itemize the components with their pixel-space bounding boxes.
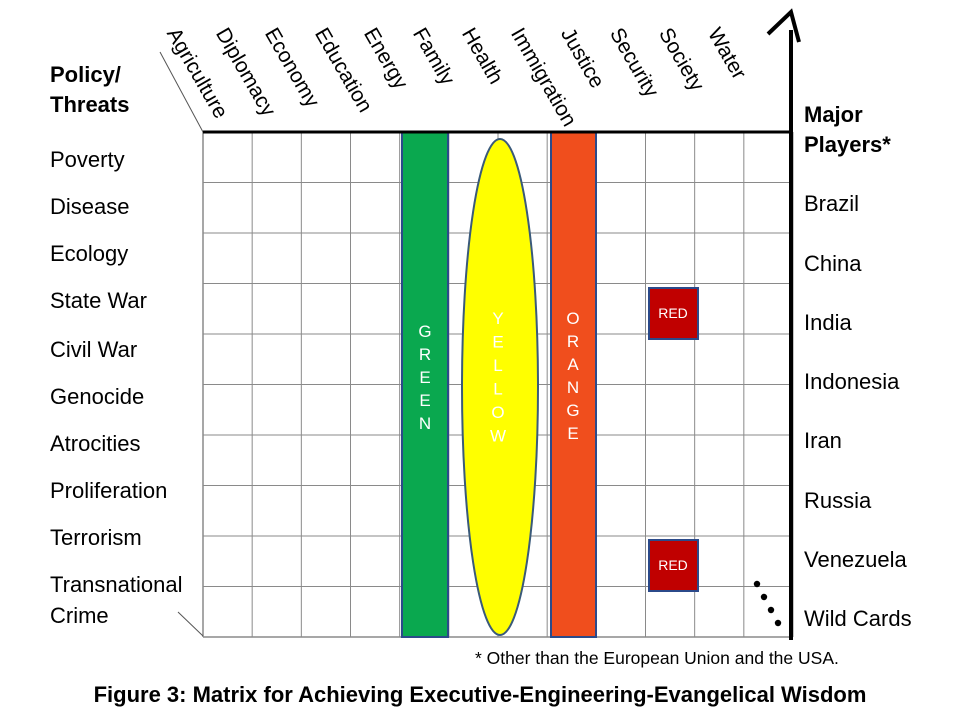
yellow-band-letter: O [491, 403, 504, 422]
green-band-letter: R [419, 345, 431, 364]
row-label: Atrocities [50, 431, 141, 456]
orange-band [550, 131, 597, 638]
orange-band-letter: G [566, 401, 579, 420]
orange-band-letter: R [567, 332, 579, 351]
row-label: Ecology [50, 241, 129, 266]
orange-band-letter: A [567, 355, 579, 374]
red-marker-label: RED [658, 557, 688, 573]
player-label: Brazil [804, 191, 860, 216]
players-title: Major Players* [804, 100, 891, 160]
green-band-letter: N [419, 414, 431, 433]
corner-divider-line [159, 51, 204, 133]
yellow-band-letter: W [490, 427, 506, 446]
row-label: Proliferation [50, 478, 168, 503]
players-title-line2: Players* [804, 132, 891, 157]
row-label: Transnational [50, 572, 183, 597]
yellow-band-letter: L [493, 356, 502, 375]
corner-label-line2: Threats [50, 92, 130, 117]
player-label: India [804, 310, 852, 335]
corner-label-line1: Policy/ [50, 62, 121, 87]
player-label: Iran [804, 428, 842, 453]
player-label: China [804, 251, 862, 276]
row-label: State War [50, 288, 147, 313]
player-label: Venezuela [804, 547, 907, 572]
green-band-letter: E [419, 391, 430, 410]
yellow-band-letter: Y [492, 309, 503, 328]
red-marker-state-war [648, 287, 699, 340]
figure-caption: Figure 3: Matrix for Achieving Executive… [93, 682, 867, 707]
players-title-line1: Major [804, 102, 863, 127]
yellow-band-letter: L [493, 380, 502, 399]
crime-leader-line [177, 611, 204, 637]
row-label: Poverty [50, 147, 125, 172]
yellow-ellipse [461, 138, 539, 636]
orange-band-letter: E [567, 424, 578, 443]
green-band-letter: E [419, 368, 430, 387]
player-label: Wild Cards [804, 606, 912, 631]
green-band [401, 131, 449, 638]
player-label: Russia [804, 488, 872, 513]
row-label: Terrorism [50, 525, 142, 550]
row-label: Civil War [50, 337, 138, 362]
orange-band-letter: N [567, 378, 579, 397]
row-label: Crime [50, 603, 109, 628]
row-label: Genocide [50, 384, 145, 409]
green-band-letter: G [418, 322, 431, 341]
player-label: Indonesia [804, 369, 900, 394]
yellow-band-letter: E [492, 333, 503, 352]
red-marker-terrorism [648, 539, 699, 592]
footnote: * Other than the European Union and the … [475, 648, 839, 668]
row-label: Disease [50, 194, 130, 219]
orange-band-letter: O [566, 309, 579, 328]
ellipsis-dots [753, 580, 782, 627]
red-marker-label: RED [658, 305, 688, 321]
corner-label: Policy/ Threats [50, 60, 170, 120]
axis-arrow-icon [766, 8, 801, 43]
